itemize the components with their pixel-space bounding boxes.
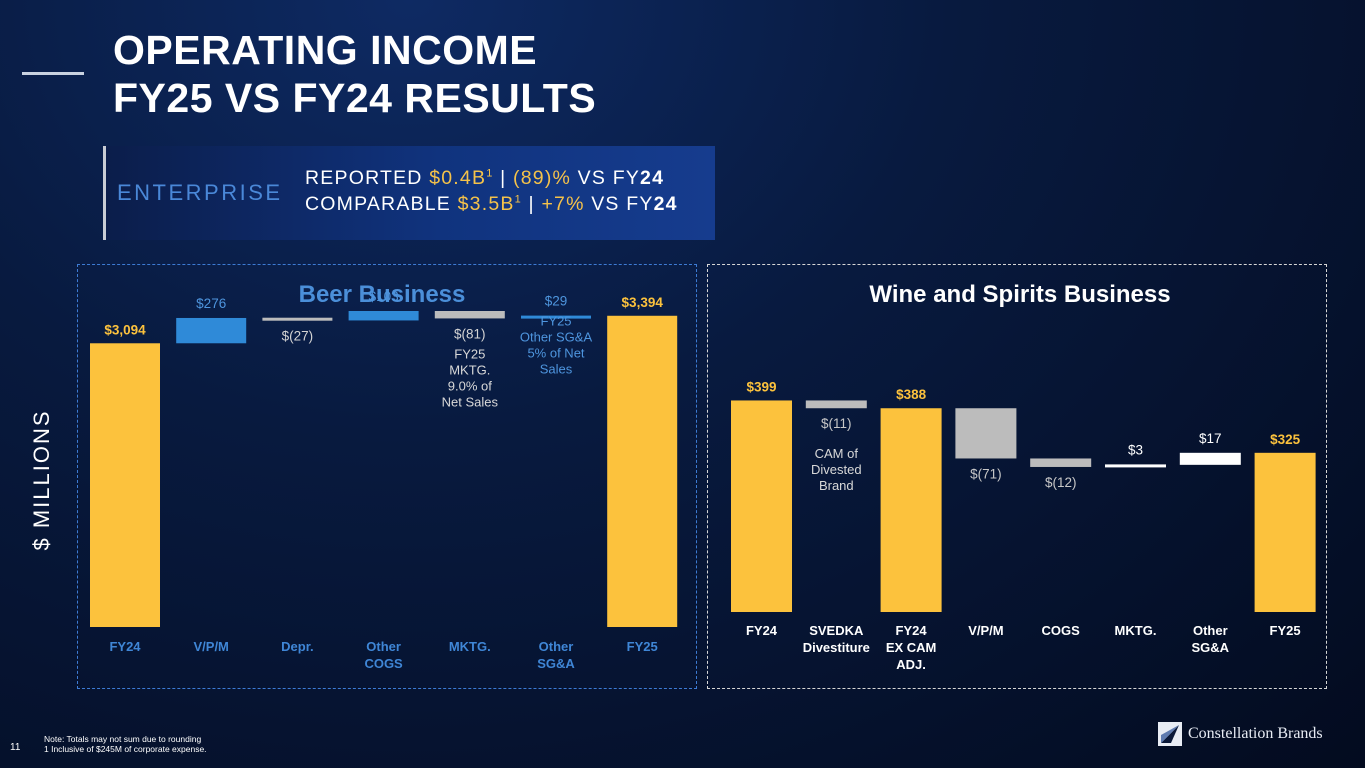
footnote-line: Note: Totals may not sum due to rounding bbox=[44, 734, 202, 744]
wine-bar bbox=[1105, 464, 1166, 468]
wine-category-label: SG&A bbox=[1192, 640, 1230, 655]
beer-data-label: $103 bbox=[369, 289, 399, 304]
reported-value: $0.4B bbox=[429, 167, 487, 189]
wine-category-label: EX CAM bbox=[886, 640, 937, 655]
wine-annotation-line: CAM of bbox=[815, 446, 859, 461]
beer-annotation-line: Other SG&A bbox=[520, 330, 593, 345]
beer-bar bbox=[90, 343, 160, 627]
wine-chart-title: Wine and Spirits Business bbox=[869, 281, 1170, 308]
comparable-line: COMPARABLE $3.5B1 | +7% VS FY24 bbox=[305, 193, 678, 216]
wine-data-label: $325 bbox=[1270, 432, 1301, 447]
beer-data-label: $(81) bbox=[454, 326, 486, 341]
beer-annotation-line: FY25 bbox=[454, 346, 485, 361]
banner-label: ENTERPRISE bbox=[117, 180, 283, 205]
beer-category-label: Depr. bbox=[281, 639, 314, 654]
wine-category-label: ADJ. bbox=[896, 657, 926, 672]
wine-bar bbox=[1030, 458, 1092, 467]
beer-bar bbox=[176, 317, 247, 344]
reported-vs: VS FY bbox=[571, 167, 641, 189]
wine-category-label: MKTG. bbox=[1115, 623, 1157, 638]
footnote-line: 1 Inclusive of $245M of corporate expens… bbox=[44, 744, 207, 754]
beer-data-label: $(27) bbox=[282, 328, 314, 343]
beer-bar bbox=[348, 311, 419, 321]
wine-data-label: $(12) bbox=[1045, 475, 1077, 490]
wine-category-label: Other bbox=[1193, 623, 1228, 638]
comparable-separator: | bbox=[521, 193, 542, 215]
beer-category-label: MKTG. bbox=[449, 639, 491, 654]
beer-data-label: $29 bbox=[545, 294, 568, 309]
beer-category-label: V/P/M bbox=[193, 639, 228, 654]
reported-pct: (89)% bbox=[513, 167, 572, 189]
wine-data-label: $399 bbox=[746, 379, 776, 394]
wine-category-label: COGS bbox=[1042, 623, 1081, 638]
footnote: Note: Totals may not sum due to rounding… bbox=[44, 734, 207, 754]
beer-bar bbox=[262, 317, 333, 321]
wine-data-label: $388 bbox=[896, 387, 927, 402]
wine-category-label: V/P/M bbox=[968, 623, 1003, 638]
wine-bar bbox=[955, 408, 1017, 459]
wine-annotation-line: Divested bbox=[811, 462, 862, 477]
wine-data-label: $3 bbox=[1128, 442, 1143, 457]
comparable-pct: +7% bbox=[541, 193, 585, 215]
beer-annotation-line: Sales bbox=[540, 362, 573, 377]
wine-category-label: SVEDKA bbox=[809, 623, 864, 638]
comparable-value: $3.5B bbox=[457, 193, 515, 215]
title-line-2: FY25 VS FY24 RESULTS bbox=[113, 75, 597, 121]
beer-chart-title: Beer Business bbox=[299, 281, 466, 308]
wine-bar bbox=[1254, 452, 1316, 612]
wine-panel-border bbox=[707, 264, 1327, 689]
beer-category-label: FY24 bbox=[109, 639, 141, 654]
comparable-vs: VS FY bbox=[584, 193, 654, 215]
wine-data-label: $(11) bbox=[821, 416, 852, 431]
reported-year: 24 bbox=[640, 167, 665, 189]
beer-category-label: SG&A bbox=[537, 656, 575, 671]
beer-data-label: $276 bbox=[196, 296, 226, 311]
logo-text: Constellation Brands bbox=[1188, 725, 1323, 742]
wine-category-label: Divestiture bbox=[803, 640, 870, 655]
wine-category-label: FY24 bbox=[896, 623, 928, 638]
wine-bar bbox=[731, 400, 792, 612]
company-logo: Constellation Brands bbox=[1158, 722, 1323, 746]
page-title: OPERATING INCOME FY25 VS FY24 RESULTS bbox=[113, 26, 596, 122]
beer-annotation-line: MKTG. bbox=[449, 362, 490, 377]
beer-annotation-line: 9.0% of bbox=[448, 378, 492, 393]
beer-bar bbox=[607, 315, 678, 627]
decorative-line bbox=[22, 72, 84, 75]
title-line-1: OPERATING INCOME bbox=[113, 27, 538, 73]
star-logo-icon bbox=[1158, 722, 1182, 746]
comparable-year: 24 bbox=[653, 193, 678, 215]
wine-data-label: $(71) bbox=[970, 466, 1002, 481]
beer-bar bbox=[521, 315, 591, 319]
comparable-prefix: COMPARABLE bbox=[305, 193, 458, 215]
summary-banner bbox=[103, 146, 715, 240]
beer-panel-border bbox=[77, 264, 697, 689]
beer-annotation-line: FY25 bbox=[540, 314, 571, 329]
beer-annotation-line: 5% of Net bbox=[527, 346, 584, 361]
reported-separator: | bbox=[493, 167, 514, 189]
reported-prefix: REPORTED bbox=[305, 167, 430, 189]
beer-category-label: FY25 bbox=[627, 639, 658, 654]
beer-category-label: COGS bbox=[364, 656, 403, 671]
wine-data-label: $17 bbox=[1199, 431, 1222, 446]
beer-annotation-line: Net Sales bbox=[442, 394, 499, 409]
wine-bar bbox=[880, 408, 942, 612]
banner-accent-bar bbox=[103, 146, 106, 240]
beer-data-label: $3,394 bbox=[622, 295, 664, 310]
wine-bar bbox=[1179, 452, 1241, 465]
beer-category-label: Other bbox=[539, 639, 574, 654]
beer-data-label: $3,094 bbox=[104, 322, 146, 337]
reported-footnote-mark: 1 bbox=[486, 167, 494, 180]
wine-category-label: FY24 bbox=[746, 623, 778, 638]
page-number: 11 bbox=[10, 742, 21, 753]
wine-category-label: FY25 bbox=[1270, 623, 1301, 638]
beer-bar bbox=[434, 311, 505, 319]
wine-bar bbox=[805, 400, 867, 409]
beer-category-label: Other bbox=[366, 639, 401, 654]
comparable-footnote-mark: 1 bbox=[514, 193, 522, 206]
wine-annotation-line: Brand bbox=[819, 478, 854, 493]
reported-line: REPORTED $0.4B1 | (89)% VS FY24 bbox=[305, 167, 664, 190]
